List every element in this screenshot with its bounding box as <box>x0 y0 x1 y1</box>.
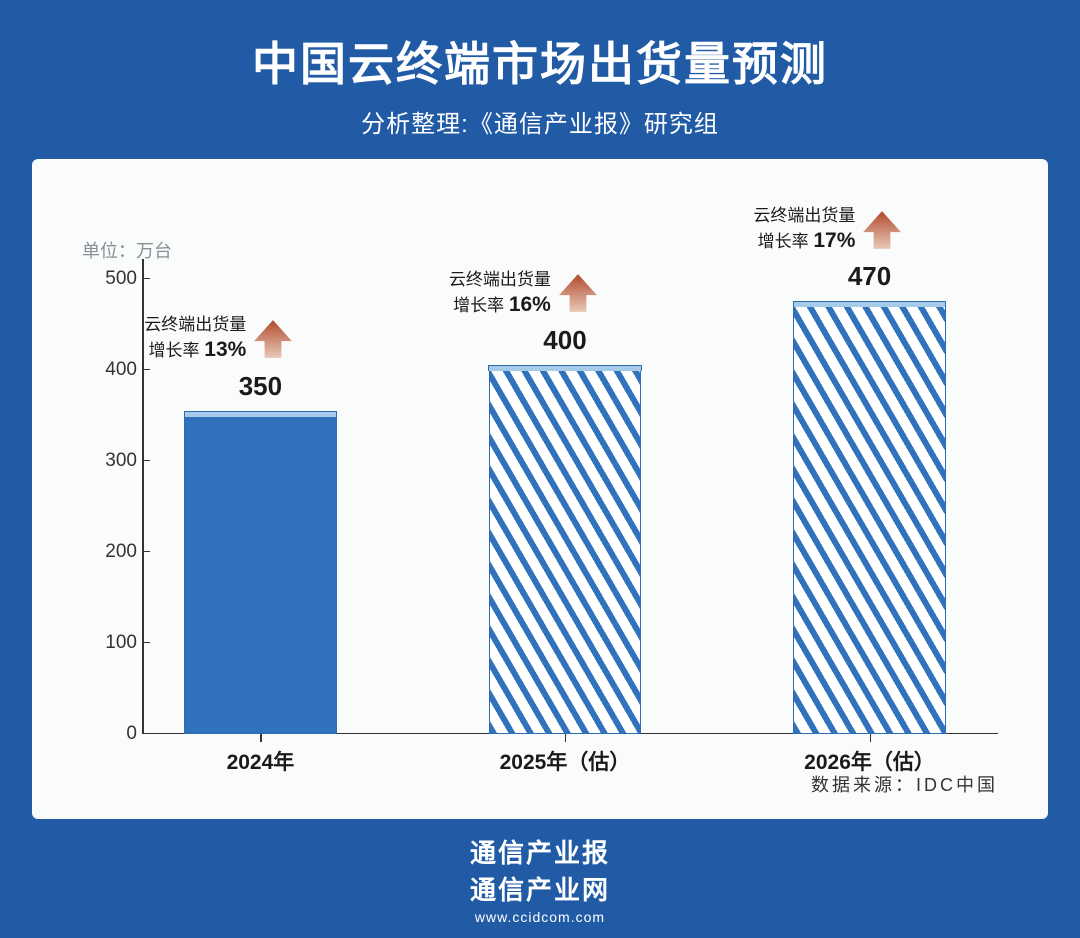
footer-brand-2: 通信产业网 <box>470 870 610 907</box>
growth-pct: 17% <box>813 229 855 252</box>
bar <box>489 370 641 734</box>
chart-subtitle: 分析整理:《通信产业报》研究组 <box>0 104 1080 139</box>
bar-group: 4002025年（估） 云终端出货量 增长率 16% <box>489 279 641 734</box>
bar <box>793 306 945 734</box>
growth-annotation: 云终端出货量 增长率 13% <box>144 314 404 363</box>
growth-pct: 13% <box>204 338 246 361</box>
bar-group: 3502024年 云终端出货量 增长率 13% <box>184 279 336 734</box>
growth-annotation: 云终端出货量 增长率 17% <box>753 205 1013 254</box>
bar-value-label: 470 <box>848 261 891 292</box>
arrow-up-icon <box>861 209 903 251</box>
footer: 通信产业报 通信产业网 www.ccidcom.com <box>0 819 1080 938</box>
plot-region: 0100200300400500 3502024年 云终端出货量 增长率 13%… <box>142 279 988 734</box>
bar-value-label: 400 <box>543 325 586 356</box>
arrow-up-icon <box>557 272 599 314</box>
x-category-label: 2025年（估） <box>500 746 631 776</box>
bar <box>184 416 336 735</box>
y-tick-label: 0 <box>87 723 137 745</box>
y-ticks: 0100200300400500 <box>87 279 137 734</box>
header: 中国云终端市场出货量预测 分析整理:《通信产业报》研究组 <box>0 0 1080 159</box>
growth-pct: 16% <box>509 293 551 316</box>
y-tick-label: 200 <box>87 541 137 563</box>
data-source: 数据来源：IDC中国 <box>811 771 998 797</box>
bar-cap <box>488 365 641 371</box>
bar-cap <box>793 301 946 307</box>
chart-area: 单位：万台 0100200300400500 3502024年 云终端出货量 增… <box>32 159 1048 819</box>
bar-value-label: 350 <box>239 371 282 402</box>
y-tick-label: 500 <box>87 268 137 290</box>
y-tick-label: 400 <box>87 359 137 381</box>
x-category-label: 2024年 <box>227 746 295 776</box>
bar-group: 4702026年（估） 云终端出货量 增长率 17% <box>793 279 945 734</box>
x-tick-mark <box>565 734 567 742</box>
arrow-up-icon <box>252 318 294 360</box>
page-container: 中国云终端市场出货量预测 分析整理:《通信产业报》研究组 单位：万台 01002… <box>0 0 1080 938</box>
x-tick-mark <box>870 734 872 742</box>
bar-cap <box>184 411 337 417</box>
growth-label: 云终端出货量 增长率 17% <box>753 205 855 254</box>
footer-url: www.ccidcom.com <box>475 909 605 925</box>
chart-title: 中国云终端市场出货量预测 <box>0 28 1080 94</box>
growth-label: 云终端出货量 增长率 13% <box>144 314 246 363</box>
x-tick-mark <box>260 734 262 742</box>
growth-annotation: 云终端出货量 增长率 16% <box>449 269 709 318</box>
unit-label: 单位：万台 <box>82 237 172 263</box>
growth-label: 云终端出货量 增长率 16% <box>449 269 551 318</box>
y-tick-label: 300 <box>87 450 137 472</box>
bars-layer: 3502024年 云终端出货量 增长率 13% 4002025年（估） 云终端出… <box>142 279 988 734</box>
y-tick-label: 100 <box>87 632 137 654</box>
footer-brand-1: 通信产业报 <box>470 833 610 870</box>
